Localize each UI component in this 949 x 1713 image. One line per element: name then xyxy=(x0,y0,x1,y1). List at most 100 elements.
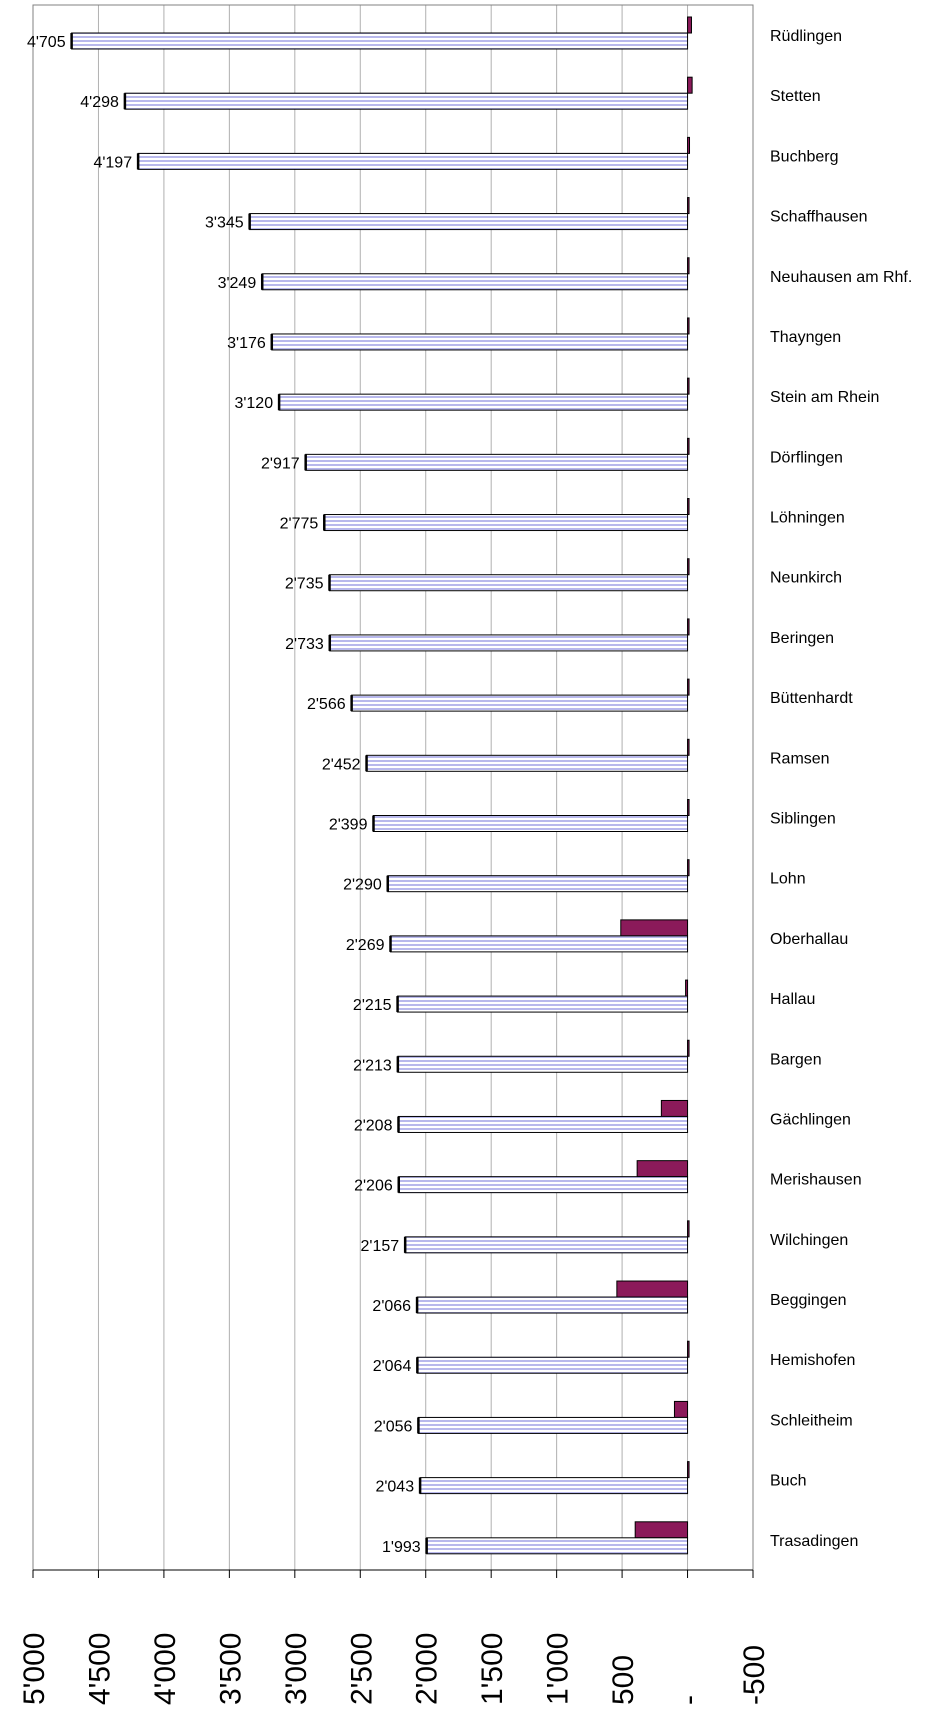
data-label: 2'056 xyxy=(374,1418,413,1435)
bar-change xyxy=(687,1340,690,1358)
category-label: Siblingen xyxy=(770,811,836,828)
x-tick-label: 500 xyxy=(607,1655,640,1705)
data-label: 2'399 xyxy=(329,817,368,834)
data-label: 4'197 xyxy=(93,154,132,171)
bar-change xyxy=(660,1099,689,1117)
category-label: Thayngen xyxy=(770,329,841,346)
bar-value xyxy=(351,694,689,712)
bar-value xyxy=(271,333,689,351)
bar-change xyxy=(687,799,690,816)
category-label: Gächlingen xyxy=(770,1111,851,1128)
category-label: Löhningen xyxy=(770,510,845,527)
category-label: Bargen xyxy=(770,1051,822,1068)
data-label: 2'043 xyxy=(375,1479,414,1496)
data-label: 2'157 xyxy=(361,1238,400,1255)
x-tick-label: 4'000 xyxy=(149,1633,182,1705)
data-label: 2'733 xyxy=(285,636,324,653)
bar-change xyxy=(687,257,690,275)
grid-layer xyxy=(97,5,689,1570)
category-label: Stein am Rhein xyxy=(770,389,879,406)
bar-value xyxy=(366,754,689,772)
bar-change xyxy=(687,16,692,34)
bar-change xyxy=(687,197,690,215)
bar-value xyxy=(329,574,689,592)
bar-value xyxy=(416,1296,689,1314)
data-label: 4'298 xyxy=(80,94,119,111)
data-label: 1'993 xyxy=(382,1539,421,1556)
category-label: Buchberg xyxy=(770,148,839,165)
category-label: Beggingen xyxy=(770,1292,847,1309)
data-label: 2'290 xyxy=(343,877,382,894)
data-label: 4'705 xyxy=(27,34,66,51)
bar-value xyxy=(398,1176,689,1194)
x-tick-label: 3'500 xyxy=(214,1633,247,1705)
labels-layer: 4'705 Rüdlingen 4'298 Stetten 4'197 Buchberg 3… xyxy=(27,28,912,1556)
data-label: 2'917 xyxy=(261,455,300,472)
bar-value xyxy=(323,514,689,532)
bar-change xyxy=(687,678,690,696)
x-tick-label: 4'500 xyxy=(83,1633,116,1705)
bar-change xyxy=(620,919,689,937)
data-label: 2'775 xyxy=(280,516,319,533)
x-tick-label: 5'000 xyxy=(18,1633,51,1705)
category-label: Dörflingen xyxy=(770,449,843,466)
plot-area-border xyxy=(32,4,754,1571)
data-label: 2'269 xyxy=(346,937,385,954)
bar-value xyxy=(387,875,689,893)
data-label: 3'249 xyxy=(218,275,257,292)
x-tick-label: 3'000 xyxy=(280,1633,313,1705)
bar-change xyxy=(673,1400,689,1418)
category-label: Hallau xyxy=(770,991,815,1008)
bar-value xyxy=(249,213,689,231)
x-tick-label: - xyxy=(673,1695,706,1705)
category-label: Rüdlingen xyxy=(770,28,842,45)
bar-change xyxy=(687,1220,690,1238)
category-label: Schleitheim xyxy=(770,1412,853,1429)
bar-change xyxy=(687,558,690,576)
category-label: Beringen xyxy=(770,630,834,647)
bar-value xyxy=(390,935,689,953)
data-label: 3'120 xyxy=(234,395,273,412)
x-tick-label: 2'500 xyxy=(345,1633,378,1705)
category-label: Buch xyxy=(770,1473,806,1490)
x-tick-label: 2'000 xyxy=(411,1633,444,1705)
category-label: Ramsen xyxy=(770,750,830,767)
bar-value xyxy=(305,453,689,471)
bar-value xyxy=(372,815,689,832)
category-label: Trasadingen xyxy=(770,1533,858,1550)
data-label: 2'735 xyxy=(285,576,324,593)
bar-value xyxy=(124,92,689,110)
bars-layer xyxy=(70,16,693,1555)
bar-value xyxy=(71,32,689,50)
bar-change xyxy=(687,136,691,154)
bar-value xyxy=(329,634,689,652)
bar-change xyxy=(687,76,693,94)
category-label: Oberhallau xyxy=(770,931,848,948)
bar-change xyxy=(687,1461,690,1479)
data-label: 2'213 xyxy=(353,1057,392,1074)
bar-value xyxy=(261,273,689,291)
bar-value xyxy=(397,1055,689,1073)
category-label: Stetten xyxy=(770,88,821,105)
bar-change xyxy=(687,738,690,756)
category-label: Merishausen xyxy=(770,1172,862,1189)
bar-change xyxy=(636,1160,689,1178)
category-label: Wilchingen xyxy=(770,1232,848,1249)
bar-value xyxy=(404,1236,689,1254)
data-label: 2'215 xyxy=(353,997,392,1014)
bar-change xyxy=(687,377,690,395)
data-label: 2'566 xyxy=(307,696,346,713)
bar-value xyxy=(278,393,689,411)
data-label: 2'064 xyxy=(373,1358,412,1375)
bar-value xyxy=(137,152,689,170)
category-label: Büttenhardt xyxy=(770,690,853,707)
bar-change xyxy=(687,618,690,636)
bar-change xyxy=(687,859,690,877)
bar-value xyxy=(426,1537,689,1555)
bar-change xyxy=(685,979,689,997)
bar-change xyxy=(687,1039,690,1057)
bar-change xyxy=(687,437,690,455)
bar-change xyxy=(634,1521,689,1539)
data-label: 3'176 xyxy=(227,335,266,352)
